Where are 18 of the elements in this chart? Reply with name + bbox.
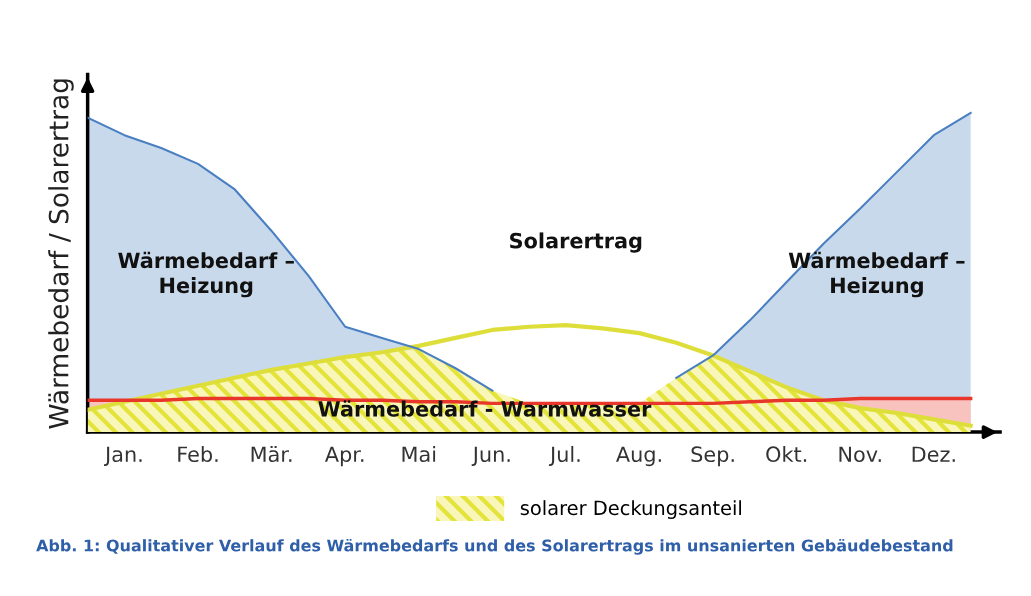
annotation: Wärmebedarf – Heizung	[118, 251, 294, 298]
x-tick-label: Apr.	[324, 446, 364, 467]
x-tick-label: Sep.	[691, 446, 734, 467]
x-tick-label: Mai	[402, 445, 436, 463]
x-tick-label: Jul.	[548, 445, 580, 466]
caption: Abb. 1: Qualitativer Verlauf des Wärmebedarfs und des Solarertrags im unsanierten Gebäudebestand	[36, 538, 953, 555]
x-tick-label: Okt.	[766, 445, 807, 463]
x-tick-label: Jan.	[103, 446, 142, 466]
x-tick-label: Feb.	[178, 445, 218, 463]
x-tick-label: Mär.	[251, 446, 292, 463]
x-tick-label: Jun.	[471, 446, 510, 466]
annotation: Solarertrag	[510, 232, 642, 253]
x-tick-label: Dez.	[912, 446, 955, 463]
y-axis-title: Wärmebedarf / Solarertrag	[48, 79, 74, 429]
annotation: Wärmebedarf - Warmwasser	[318, 400, 652, 417]
x-tick-label: Aug.	[616, 446, 661, 467]
legend-label: solarer Deckungsanteil	[520, 500, 741, 519]
x-tick-label: Nov.	[839, 446, 881, 463]
